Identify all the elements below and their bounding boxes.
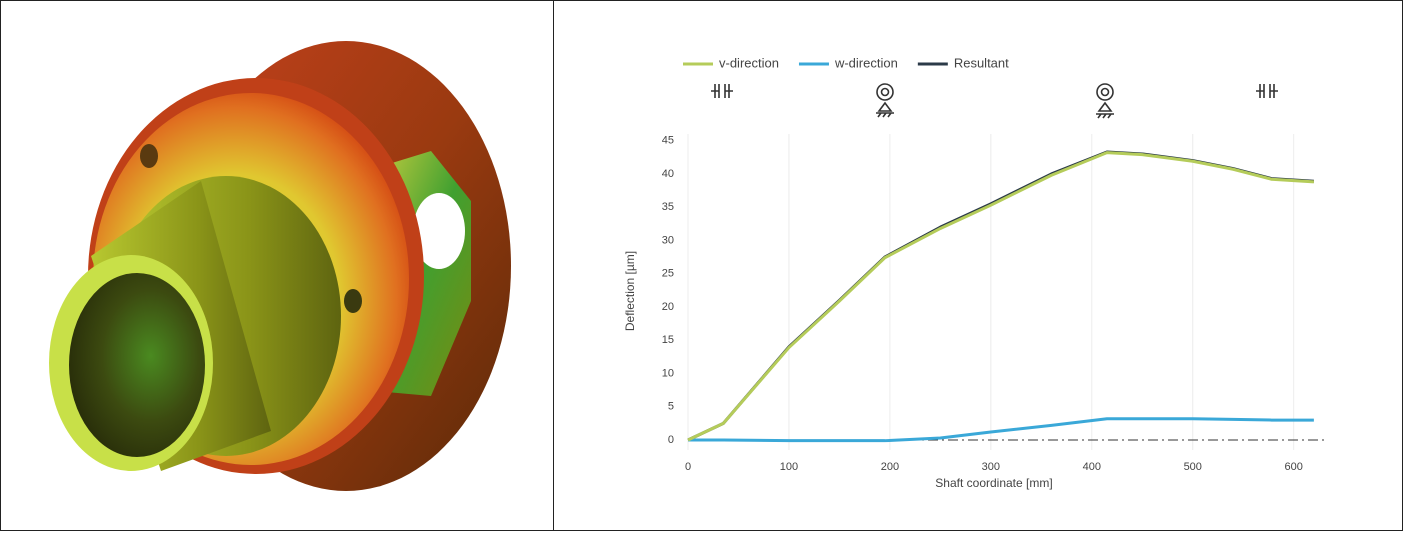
series-line <box>688 419 1314 441</box>
x-tick-label: 100 <box>780 461 798 473</box>
x-tick-label: 0 <box>685 461 691 473</box>
legend-label: v-direction <box>719 55 779 70</box>
bolt-hole <box>344 289 362 313</box>
y-tick-label: 20 <box>662 301 674 313</box>
y-axis-title: Deflection [µm] <box>623 251 637 331</box>
x-tick-label: 300 <box>982 461 1000 473</box>
y-tick-label: 15 <box>662 334 674 346</box>
model-view <box>1 1 554 530</box>
coupling-icon <box>1256 84 1278 98</box>
y-tick-label: 10 <box>662 367 674 379</box>
series-line <box>688 153 1314 440</box>
support-icon <box>1096 103 1114 118</box>
x-tick-label: 400 <box>1083 461 1101 473</box>
bearing-icon <box>1102 89 1109 96</box>
y-tick-label: 30 <box>662 234 674 246</box>
screenshot: Shaft coordinate [mm] Deflection [µm] 0 1… <box>0 0 1403 531</box>
y-tick-label: 25 <box>662 268 674 280</box>
series-line <box>688 152 1314 440</box>
bolt-hole <box>140 144 158 168</box>
x-tick-label: 200 <box>881 461 899 473</box>
y-tick-label: 40 <box>662 168 674 180</box>
bearing-icon <box>1097 84 1113 100</box>
y-tick-label: 0 <box>668 434 674 446</box>
chart: Shaft coordinate [mm] Deflection [µm] 0 1… <box>554 1 1402 530</box>
x-tick-label: 600 <box>1285 461 1303 473</box>
support-icon <box>876 103 894 117</box>
legend-label: w-direction <box>834 55 898 70</box>
support-icons <box>711 84 1278 118</box>
y-tick-label: 35 <box>662 201 674 213</box>
y-tick-label: 45 <box>662 135 674 147</box>
x-tick-label: 500 <box>1184 461 1202 473</box>
bearing-icon <box>882 89 889 96</box>
hub-bore <box>69 273 205 457</box>
y-tick-label: 5 <box>668 401 674 413</box>
bearing-icon <box>877 84 893 100</box>
housing-render <box>1 1 553 530</box>
x-axis-title: Shaft coordinate [mm] <box>935 476 1052 490</box>
chart-panel: Shaft coordinate [mm] Deflection [µm] 0 1… <box>554 1 1402 530</box>
coupling-icon <box>711 84 733 98</box>
legend-label: Resultant <box>954 55 1009 70</box>
